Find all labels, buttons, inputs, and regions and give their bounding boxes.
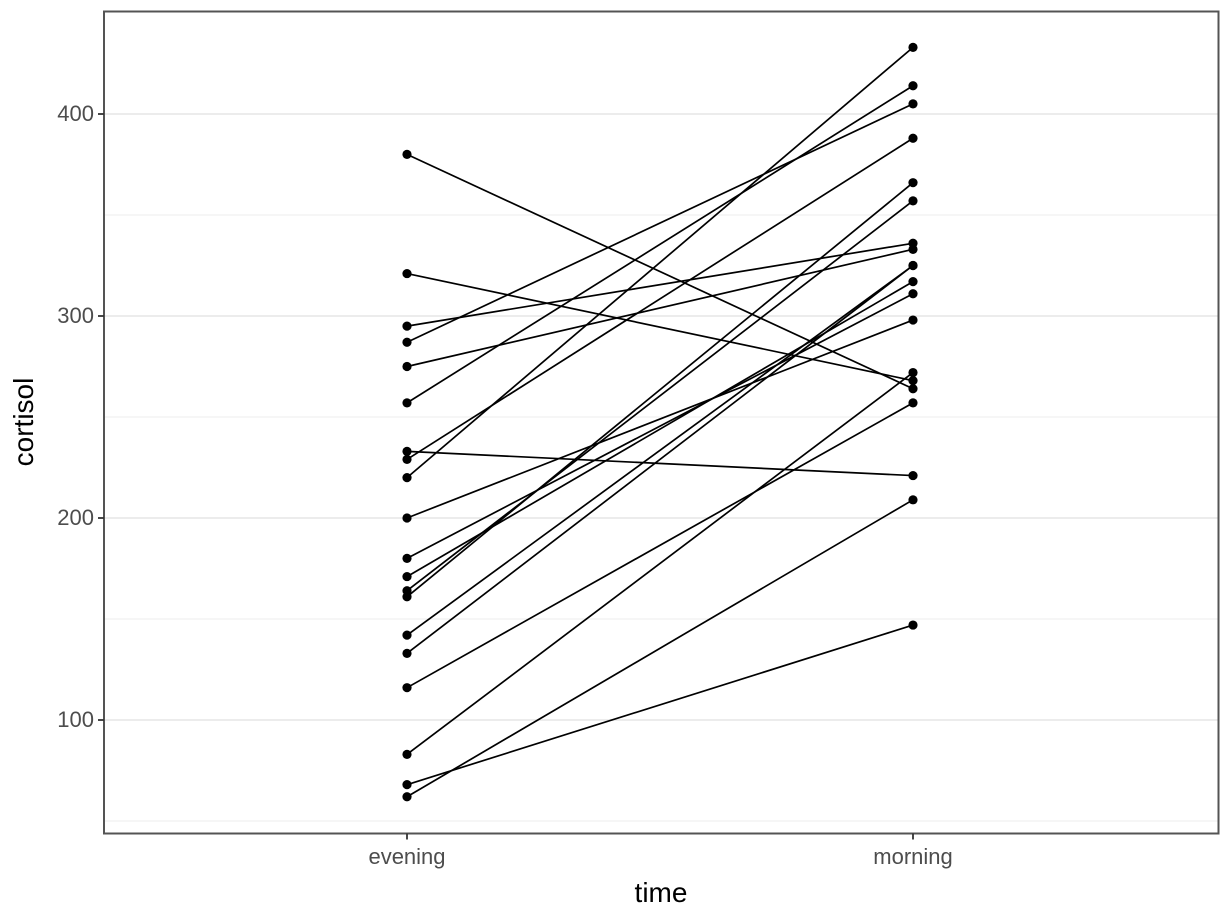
data-point-evening <box>402 749 412 759</box>
x-tick-label-evening: evening <box>368 844 446 869</box>
x-axis-title: time <box>634 877 688 908</box>
data-point-evening <box>402 361 412 372</box>
panel-border <box>103 10 1220 835</box>
pair-line <box>406 182 914 598</box>
pair-line <box>406 46 914 479</box>
data-point-evening <box>402 648 412 658</box>
data-point-morning <box>908 42 918 52</box>
data-point-evening <box>402 630 412 640</box>
data-point-evening <box>402 592 412 602</box>
data-point-morning <box>908 260 918 271</box>
data-point-evening <box>402 321 412 331</box>
data-point-morning <box>908 178 918 188</box>
data-point-evening <box>402 268 412 279</box>
y-tick-label-100: 100 <box>57 707 94 732</box>
y-axis-title: cortisol <box>8 377 39 467</box>
data-point-morning <box>908 398 918 408</box>
data-point-morning <box>908 133 918 143</box>
pair-line <box>406 248 914 368</box>
y-tick-label-200: 200 <box>57 505 94 530</box>
pair-line <box>406 499 914 798</box>
data-point-evening <box>402 571 412 582</box>
y-tick-label-300: 300 <box>57 303 94 328</box>
data-point-morning <box>908 196 918 206</box>
data-point-morning <box>908 81 918 91</box>
data-point-evening <box>402 513 412 523</box>
pair-line <box>406 84 914 404</box>
pair-line <box>406 200 914 592</box>
data-point-morning <box>908 376 918 386</box>
data-point-morning <box>908 289 918 299</box>
pair-line <box>406 242 914 327</box>
data-point-evening <box>402 446 412 456</box>
data-point-morning <box>908 315 918 325</box>
x-tick-label-morning: morning <box>873 844 953 869</box>
data-point-evening <box>402 454 412 465</box>
data-point-morning <box>908 470 918 481</box>
data-point-evening <box>402 398 412 408</box>
data-point-evening <box>402 473 412 483</box>
data-point-morning <box>908 384 918 394</box>
pair-line <box>406 264 914 636</box>
data-point-morning <box>908 277 918 287</box>
data-point-evening <box>402 780 412 790</box>
data-point-morning <box>908 244 918 254</box>
panel-background <box>104 11 1219 834</box>
pair-line <box>406 153 914 390</box>
data-point-evening <box>402 337 412 347</box>
data-point-morning <box>908 367 918 378</box>
data-point-morning <box>908 99 918 109</box>
data-point-evening <box>402 683 412 693</box>
data-point-evening <box>402 149 412 159</box>
pair-line <box>406 371 914 756</box>
pair-line <box>406 264 914 655</box>
data-point-evening <box>402 792 412 802</box>
pair-line <box>406 103 914 344</box>
pair-line <box>406 624 914 786</box>
pair-line <box>406 293 914 560</box>
data-point-morning <box>908 495 918 505</box>
data-point-morning <box>908 620 918 630</box>
pair-line <box>406 272 914 382</box>
y-tick-label-400: 400 <box>57 101 94 126</box>
pair-line <box>406 402 914 689</box>
data-point-evening <box>402 553 412 564</box>
pair-line <box>406 450 914 477</box>
pair-line <box>406 319 914 519</box>
